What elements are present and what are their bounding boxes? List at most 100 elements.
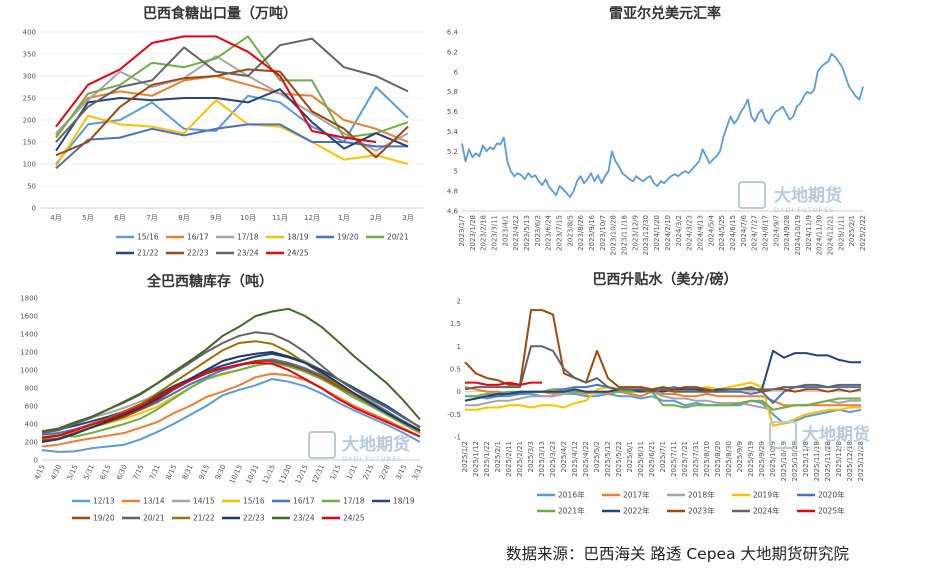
y-tick-label: 1 <box>457 343 461 351</box>
series-line-21-22 <box>55 88 409 152</box>
brl-watermark-en: DADI FUTURES <box>774 206 834 214</box>
x-tick-label: 2024/10/19 <box>794 215 802 255</box>
brl-title: 雷亚尔兑美元汇率 <box>609 5 721 22</box>
y-tick-label: 4.6 <box>447 208 459 216</box>
x-tick-label: 2025/7/21 <box>681 441 689 477</box>
legend-label: 16/17 <box>293 497 315 506</box>
y-tick-label: 350 <box>23 51 36 59</box>
y-tick-label: 5.8 <box>447 88 458 96</box>
x-tick-label: 1/15 <box>329 463 343 481</box>
x-tick-label: 9月 <box>210 214 221 222</box>
legend-label: 15/16 <box>243 497 265 506</box>
legend-label: 2016年 <box>558 490 585 500</box>
y-tick-label: 0 <box>34 457 38 465</box>
x-tick-label: 2025/9/19 <box>747 441 755 477</box>
x-tick-label: 2月 <box>370 214 381 222</box>
series-line-2023 <box>464 309 862 393</box>
series-line-2024 <box>464 345 861 393</box>
legend-label: 2019年 <box>753 490 780 500</box>
x-tick-label: 2024/3/23 <box>686 215 694 251</box>
x-tick-label: 2025/7/31 <box>692 441 700 477</box>
x-tick-label: 2023/10/7 <box>599 215 607 251</box>
x-tick-label: 2023/6/24 <box>545 214 553 250</box>
legend-label: 2025年 <box>818 506 845 516</box>
legend-label: 19/20 <box>337 233 359 242</box>
x-tick-label: 2025/10/9 <box>769 441 777 477</box>
legend-label: 2018年 <box>688 490 715 500</box>
x-tick-label: 2025/1/11 <box>837 215 845 251</box>
y-tick-label: 150 <box>23 139 36 147</box>
premium-watermark-cn: 大地期货 <box>802 424 870 445</box>
y-tick-label: 6.2 <box>447 48 458 56</box>
x-tick-label: 3/15 <box>394 463 408 481</box>
x-tick-label: 9/15 <box>197 463 211 481</box>
stocks-title: 全巴西糖库存（吨） <box>146 273 273 290</box>
series-line-23-24 <box>55 37 409 143</box>
y-tick-label: 300 <box>23 73 36 81</box>
y-tick-label: 400 <box>23 29 36 37</box>
legend-label: 2021年 <box>558 506 585 516</box>
y-tick-label: 4.8 <box>447 188 458 196</box>
series-line-19-20 <box>55 123 408 170</box>
y-tick-label: 200 <box>23 117 36 125</box>
legend-label: 18/19 <box>287 233 309 242</box>
series-line-13-14 <box>41 372 421 448</box>
x-tick-label: 2024/3/2 <box>675 215 683 246</box>
y-tick-label: 0 <box>32 205 36 213</box>
x-tick-label: 4月 <box>50 214 61 222</box>
x-tick-label: 6/15 <box>99 463 113 481</box>
x-tick-label: 2025/4/2 <box>560 441 568 472</box>
y-tick-label: 400 <box>25 421 38 429</box>
x-tick-label: 12/31 <box>310 463 326 485</box>
x-tick-label: 7/31 <box>148 463 162 481</box>
x-tick-label: 2025/11/18 <box>813 441 821 481</box>
x-tick-label: 5/15 <box>66 463 80 481</box>
legend-label: 14/15 <box>193 497 215 506</box>
x-tick-label: 2023/12/30 <box>642 215 650 255</box>
x-tick-label: 2024/6/15 <box>729 215 737 251</box>
x-tick-label: 2025/3/3 <box>527 441 535 472</box>
legend-label: 16/17 <box>187 233 209 242</box>
legend-label: 19/20 <box>93 514 115 523</box>
x-tick-label: 12月 <box>304 214 320 222</box>
x-tick-label: 2025/6/1 <box>626 441 634 472</box>
series-line-24-25 <box>41 361 421 439</box>
legend-label: 21/22 <box>193 514 215 523</box>
legend-label: 2023年 <box>688 506 715 516</box>
x-tick-label: 11/30 <box>278 463 294 485</box>
y-tick-label: 1.5 <box>450 320 461 328</box>
x-tick-label: 2025/10/19 <box>780 441 788 481</box>
y-tick-label: 0 <box>457 388 461 396</box>
x-tick-label: 2025/3/23 <box>549 441 557 477</box>
series-line-17-18 <box>41 361 421 439</box>
y-tick-label: 6.4 <box>447 29 459 37</box>
exports-title: 巴西食糖出口量（万吨） <box>143 5 297 22</box>
x-tick-label: 2025/1/22 <box>483 441 491 477</box>
x-tick-label: 10/31 <box>245 463 261 485</box>
x-tick-label: 2023/11/18 <box>621 215 629 255</box>
x-tick-label: 8/15 <box>164 463 178 481</box>
legend-label: 24/25 <box>343 514 365 523</box>
exports-chart: 巴西食糖出口量（万吨） 0 50 100 150 200 250 300 350 400 4月 5月… <box>23 5 424 258</box>
premium-title: 巴西升贴水（美分/磅） <box>592 271 737 288</box>
x-tick-label: 2024/11/30 <box>816 215 824 255</box>
x-tick-label: 2023/4/1 <box>501 215 509 246</box>
y-tick-label: -1 <box>454 434 461 442</box>
y-tick-label: 1800 <box>20 295 38 303</box>
y-tick-label: 5 <box>454 168 458 176</box>
x-tick-label: 1/31 <box>345 463 359 481</box>
stocks-chart: 全巴西糖库存（吨） 0 200 400 600 800 1000 1200 1400 1600 1… <box>20 273 425 523</box>
legend-label: 17/18 <box>343 497 365 506</box>
x-tick-label: 2024/8/17 <box>761 215 769 251</box>
legend-label: 23/24 <box>293 514 315 523</box>
y-tick-label: 1200 <box>20 349 38 357</box>
y-tick-label: 6 <box>454 68 459 76</box>
series-line-2025 <box>465 381 542 386</box>
x-tick-label: 2025/4/12 <box>571 441 579 477</box>
legend-label: 23/24 <box>237 249 259 258</box>
y-tick-label: -0.5 <box>447 411 461 419</box>
series-line-18-19 <box>55 99 409 167</box>
series-line-24-25 <box>55 35 377 143</box>
x-tick-label: 4/30 <box>49 463 63 481</box>
x-tick-label: 2025/8/30 <box>725 441 733 477</box>
